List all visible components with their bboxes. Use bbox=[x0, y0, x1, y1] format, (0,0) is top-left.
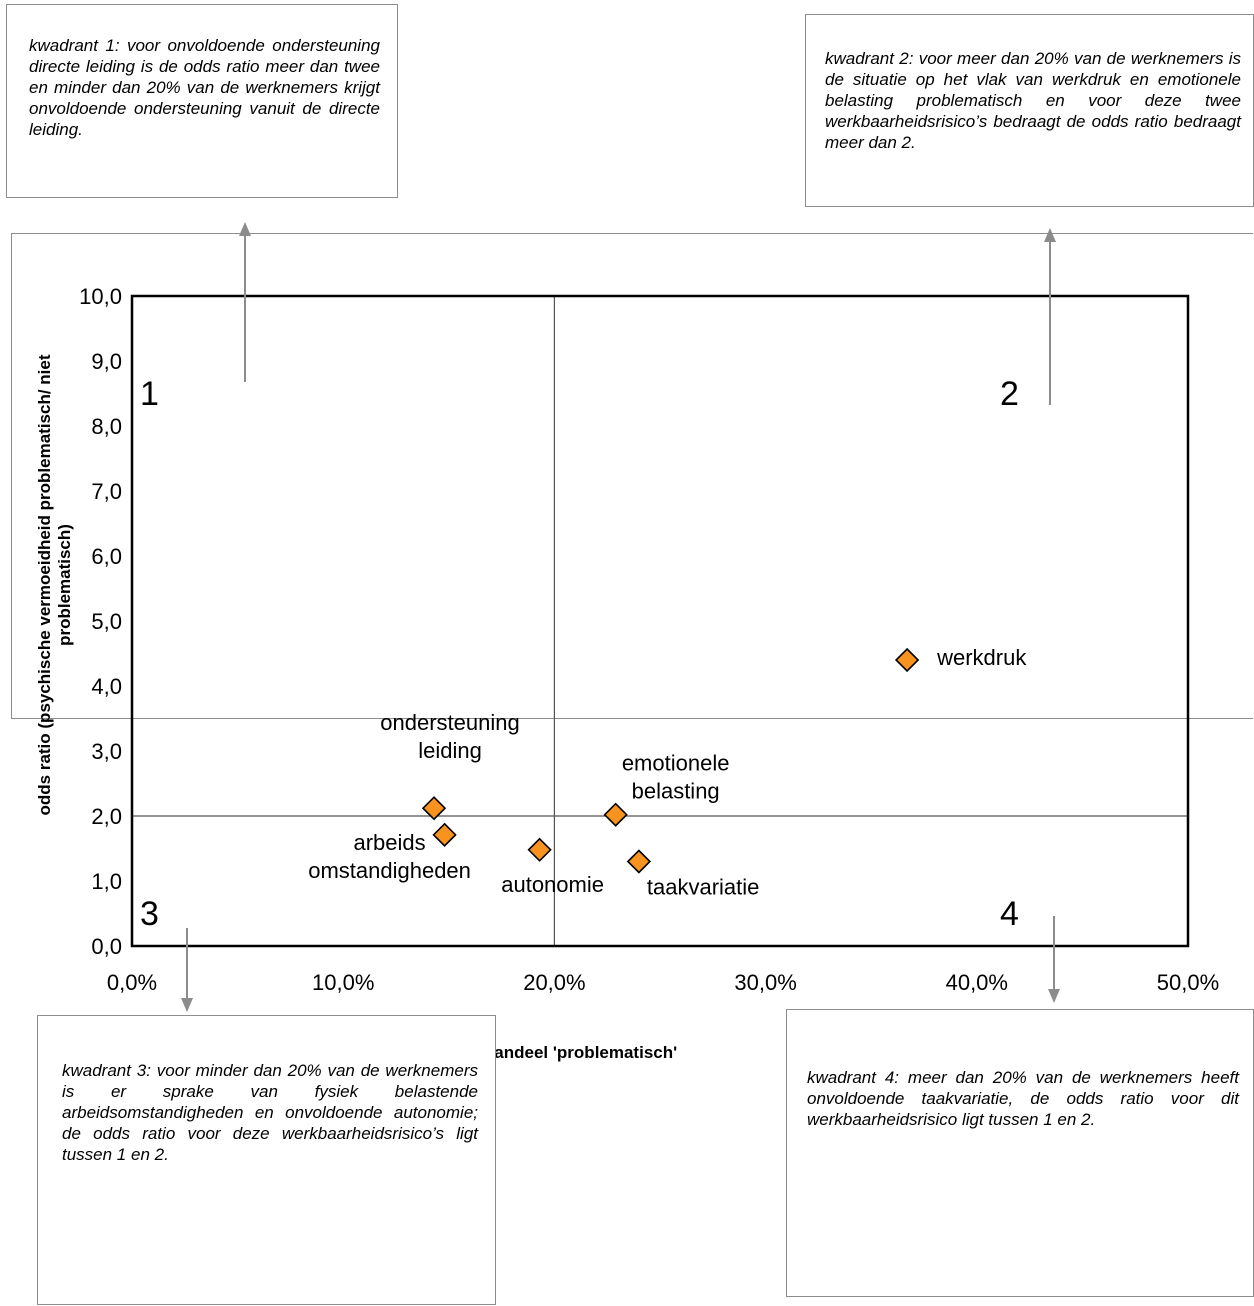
data-point-label: taakvariatie bbox=[647, 875, 760, 900]
annotation-arrows bbox=[181, 222, 1060, 1012]
quadrant-label-4: 4 bbox=[1000, 895, 1019, 933]
note-quadrant-1: kwadrant 1: voor onvoldoende ondersteuni… bbox=[6, 4, 398, 198]
data-point-label: leiding bbox=[418, 738, 482, 763]
data-point-label: werkdruk bbox=[936, 645, 1027, 670]
x-tick-label: 0,0% bbox=[107, 970, 157, 995]
y-tick-label: 0,0 bbox=[91, 934, 122, 959]
annotation-arrowhead bbox=[181, 998, 193, 1012]
data-point-label: ondersteuning bbox=[380, 710, 519, 735]
quadrant-labels: 1 2 3 4 bbox=[140, 375, 1019, 933]
y-tick-label: 2,0 bbox=[91, 804, 122, 829]
x-tick-label: 30,0% bbox=[734, 970, 796, 995]
data-point-marker bbox=[894, 647, 920, 673]
note-quadrant-2: kwadrant 2: voor meer dan 20% van de wer… bbox=[805, 14, 1254, 207]
y-tick-label: 4,0 bbox=[91, 674, 122, 699]
note-quadrant-4-text: kwadrant 4: meer dan 20% van de werkneme… bbox=[807, 1068, 1239, 1129]
x-tick-label: 10,0% bbox=[312, 970, 374, 995]
chart-frame bbox=[11, 233, 1253, 719]
annotation-arrowhead bbox=[1048, 989, 1060, 1003]
data-point-label: omstandigheden bbox=[308, 858, 471, 883]
note-quadrant-1-text: kwadrant 1: voor onvoldoende ondersteuni… bbox=[29, 36, 380, 139]
y-axis-ticks: 0,0 1,0 2,0 3,0 4,0 5,0 6,0 7,0 8,0 9,0 10,0 bbox=[79, 284, 122, 959]
plot-area bbox=[130, 294, 1190, 948]
y-tick-label: 7,0 bbox=[91, 479, 122, 504]
annotation-arrowhead bbox=[1044, 228, 1056, 242]
y-tick-label: 3,0 bbox=[91, 739, 122, 764]
annotation-arrowhead bbox=[239, 222, 251, 236]
quadrant-label-2: 2 bbox=[1000, 375, 1019, 413]
data-point-marker bbox=[527, 837, 552, 862]
y-tick-label: 8,0 bbox=[91, 414, 122, 439]
x-tick-label: 50,0% bbox=[1157, 970, 1219, 995]
y-tick-label: 5,0 bbox=[91, 609, 122, 634]
x-tick-label: 40,0% bbox=[946, 970, 1008, 995]
y-tick-label: 6,0 bbox=[91, 544, 122, 569]
quadrant-label-1: 1 bbox=[140, 375, 159, 413]
y-axis-title-line: odds ratio (psychische vermoeidheid prob… bbox=[35, 354, 54, 815]
y-axis-title-line: problematisch) bbox=[55, 524, 74, 646]
y-tick-label: 9,0 bbox=[91, 349, 122, 374]
x-tick-label: 20,0% bbox=[523, 970, 585, 995]
x-axis-ticks: 0,0% 10,0% 20,0% 30,0% 40,0% 50,0% bbox=[107, 970, 1219, 995]
y-tick-label: 10,0 bbox=[79, 284, 122, 309]
data-point-label: autonomie bbox=[501, 872, 604, 897]
data-point-label: emotionele bbox=[622, 751, 730, 776]
note-quadrant-4: kwadrant 4: meer dan 20% van de werkneme… bbox=[786, 1009, 1254, 1297]
data-point-marker bbox=[626, 849, 652, 874]
data-point-marker bbox=[421, 796, 447, 821]
note-quadrant-3-text: kwadrant 3: voor minder dan 20% van de w… bbox=[62, 1061, 478, 1164]
data-point-label: arbeids bbox=[353, 830, 425, 855]
y-tick-label: 1,0 bbox=[91, 869, 122, 894]
data-points: ondersteuning leiding arbeids omstandighede… bbox=[308, 645, 1027, 900]
note-quadrant-3: kwadrant 3: voor minder dan 20% van de w… bbox=[37, 1015, 496, 1305]
data-point-label: belasting bbox=[632, 779, 720, 804]
x-axis-title: aandeel 'problematisch' bbox=[485, 1043, 677, 1062]
note-quadrant-2-text: kwadrant 2: voor meer dan 20% van de wer… bbox=[825, 49, 1241, 152]
data-point-marker bbox=[432, 822, 457, 847]
y-axis-title: odds ratio (psychische vermoeidheid prob… bbox=[35, 354, 74, 815]
data-point-marker bbox=[603, 802, 628, 827]
quadrant-label-3: 3 bbox=[140, 895, 159, 933]
quadrant-dividers bbox=[132, 296, 1188, 946]
